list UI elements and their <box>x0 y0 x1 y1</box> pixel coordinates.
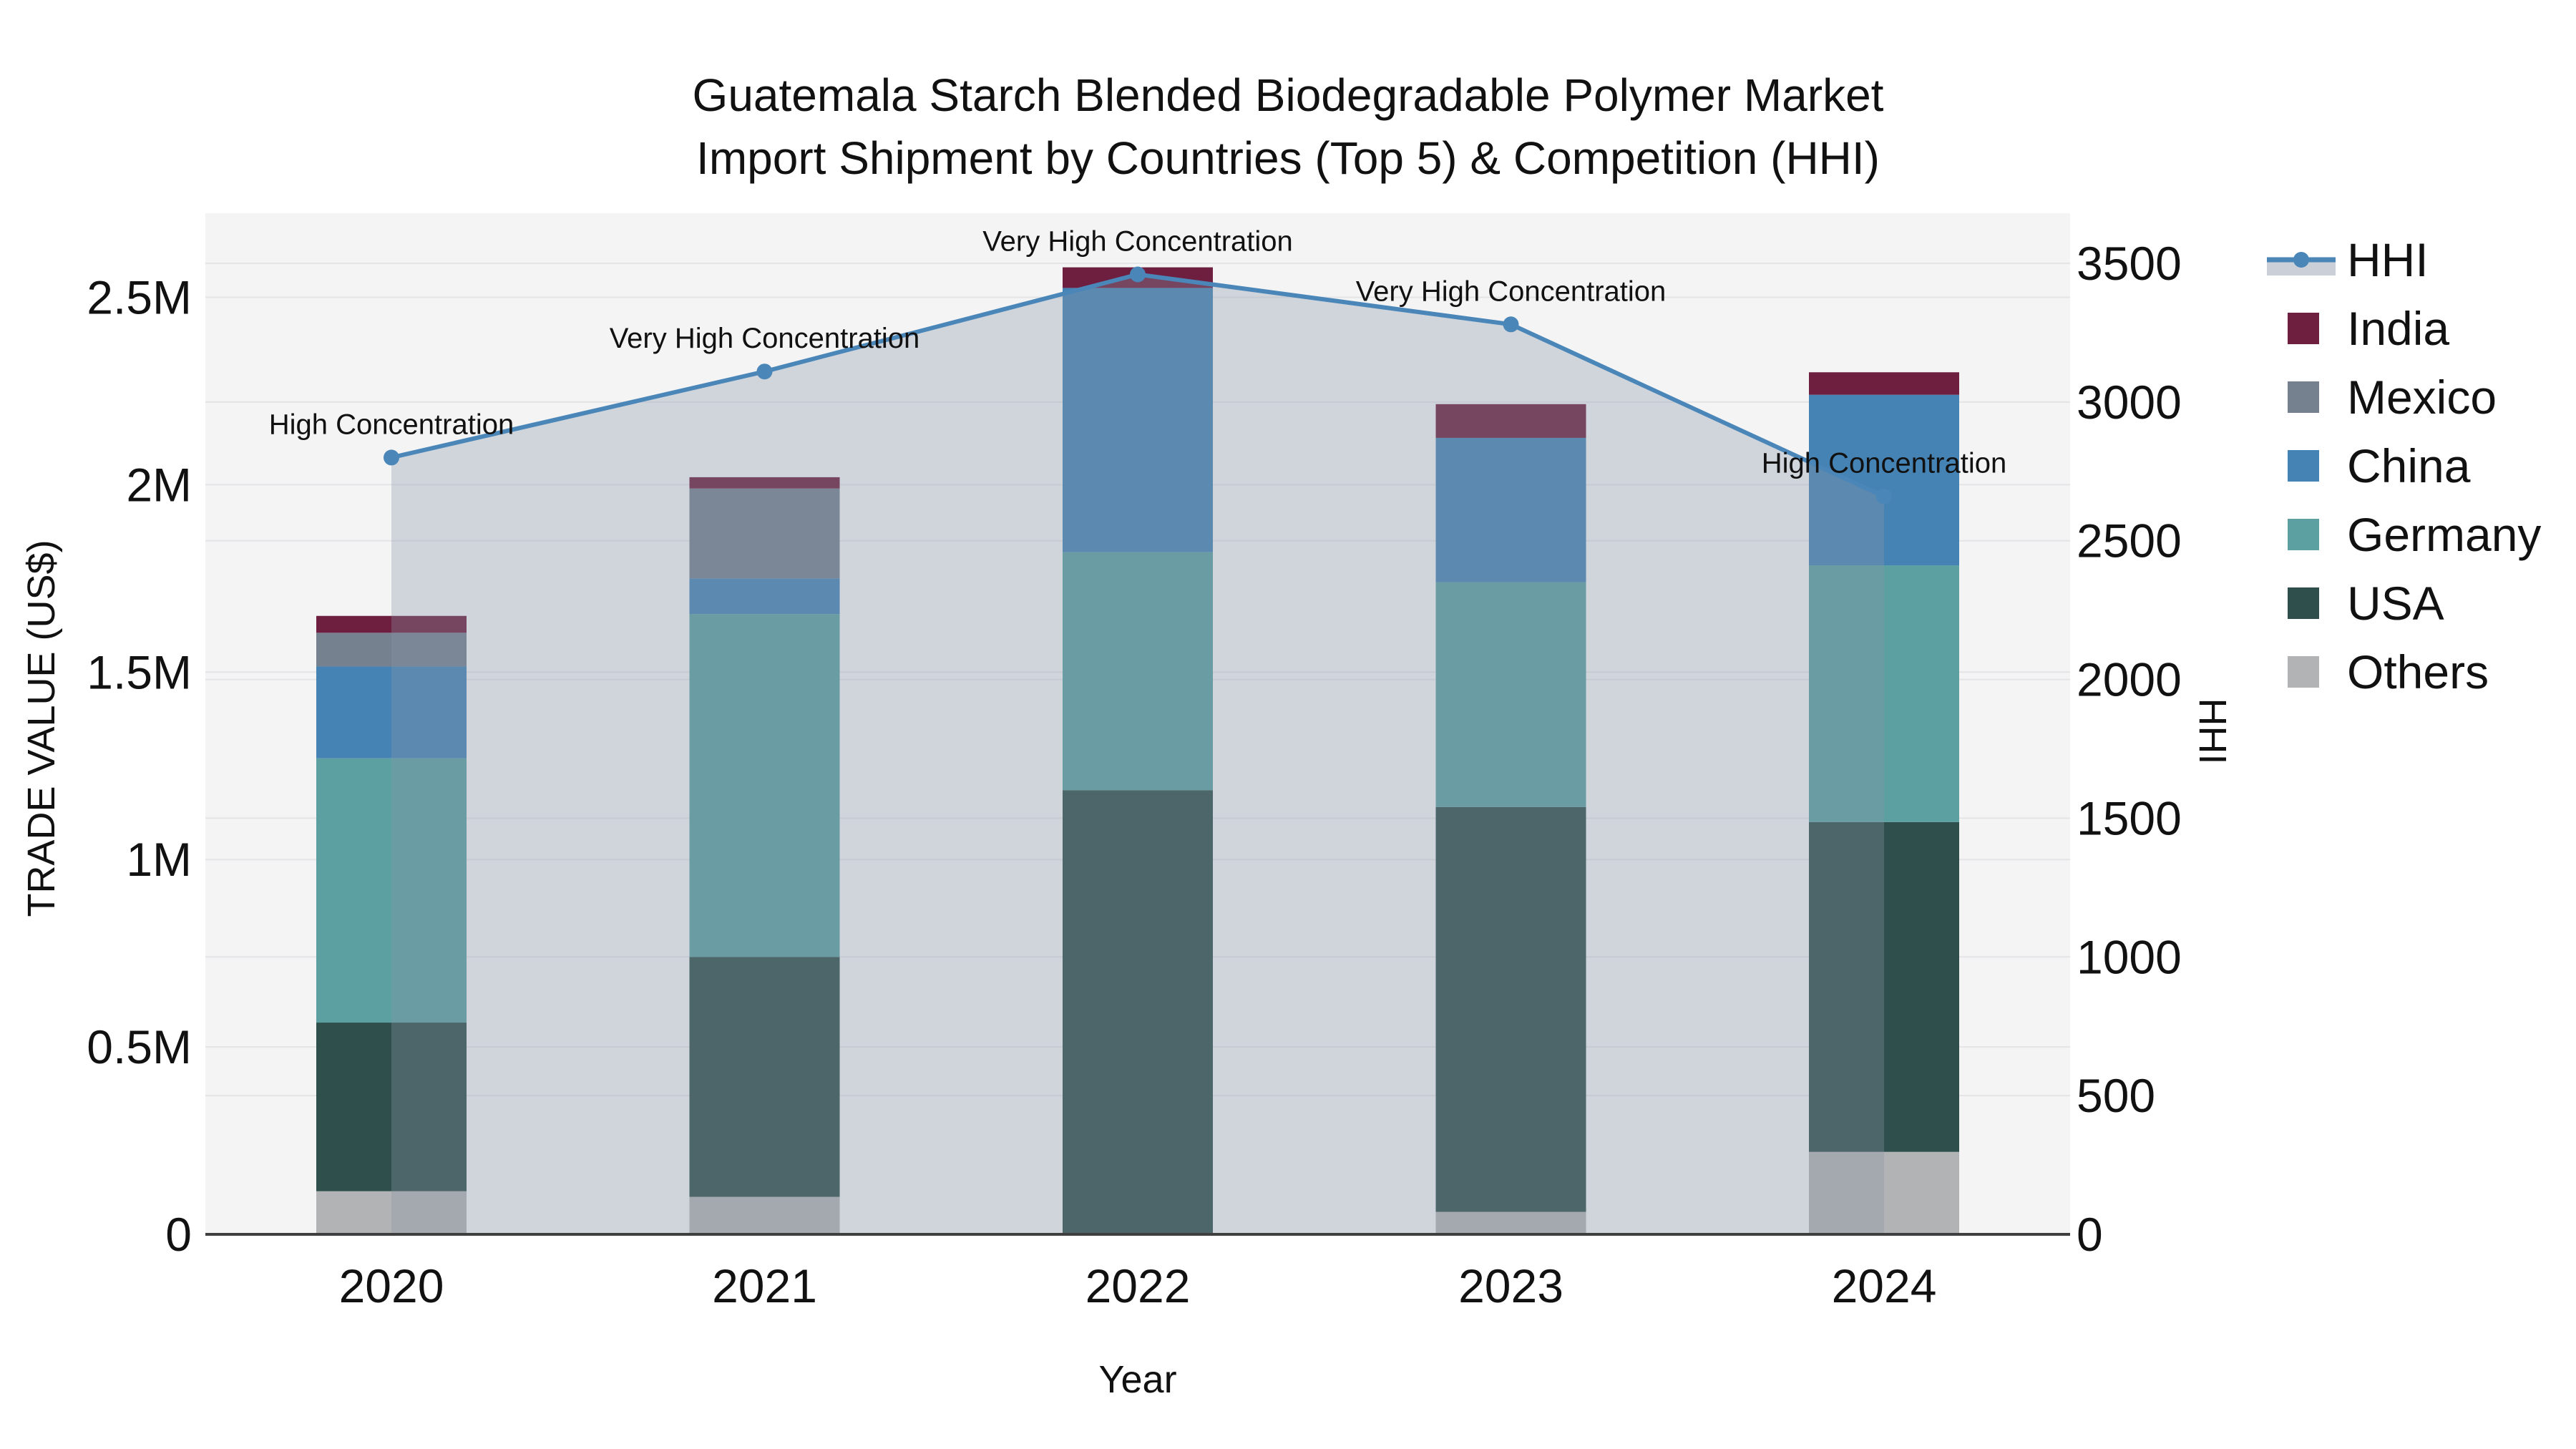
y-right-tick-label: 3000 <box>2077 376 2182 429</box>
bar-segment-2020-mexico <box>316 633 467 667</box>
bar-segment-2023-china <box>1435 437 1586 582</box>
hhi-marker-2024 <box>1876 488 1892 504</box>
bar-segment-2020-germany <box>316 758 467 1023</box>
y-right-axis-title: HHI <box>2191 698 2234 765</box>
bar-segment-2020-china <box>316 666 467 758</box>
hhi-marker-2021 <box>756 364 773 380</box>
legend-item-china: China <box>2288 439 2471 492</box>
y-left-tick-label: 1.5M <box>87 645 192 698</box>
bar-segment-2021-china <box>689 578 840 615</box>
x-axis-title: Year <box>1098 1358 1176 1401</box>
bar-segment-2024-india <box>1809 372 1959 395</box>
y-left-axis-title: TRADE VALUE (US$) <box>20 540 63 917</box>
hhi-marker-2020 <box>384 449 399 466</box>
legend-swatch-others <box>2288 656 2319 688</box>
hhi-annotation-2024: High Concentration <box>1762 448 2006 479</box>
y-right-tick-label: 2000 <box>2077 653 2182 706</box>
chart-title-line1: Guatemala Starch Blended Biodegradable P… <box>693 69 1884 121</box>
hhi-marker-2022 <box>1130 266 1146 283</box>
tick-labels-layer: 0 0.5M 1M 1.5M 2M 2.5M 0 500 1000 1500 2000 2500 300… <box>87 237 2182 1312</box>
legend-swatch-india <box>2288 313 2319 344</box>
hhi-annotation-2022: Very High Concentration <box>982 226 1293 258</box>
bar-segment-2024-china <box>1809 394 1959 566</box>
legend-item-usa: USA <box>2288 577 2444 630</box>
legend-item-hhi: HHI <box>2267 233 2429 286</box>
bar-segment-2021-mexico <box>689 488 840 579</box>
y-left-tick-label: 2M <box>126 458 192 511</box>
x-tick-label: 2022 <box>1085 1259 1191 1312</box>
legend-item-germany: Germany <box>2288 508 2541 561</box>
bar-segment-2022-germany <box>1063 552 1213 791</box>
legend-label-china: China <box>2347 439 2471 492</box>
x-tick-label: 2020 <box>339 1259 444 1312</box>
hhi-annotation-2021: Very High Concentration <box>610 323 920 354</box>
chart-title-line2: Import Shipment by Countries (Top 5) & C… <box>696 132 1880 184</box>
y-right-tick-label: 1000 <box>2077 930 2182 983</box>
hhi-area-fill <box>391 274 1884 1234</box>
hhi-annotation-2023: Very High Concentration <box>1356 275 1667 307</box>
bar-segment-2023-others <box>1435 1211 1586 1234</box>
y-right-tick-label: 500 <box>2077 1069 2155 1122</box>
bar-segment-2023-usa <box>1435 806 1586 1212</box>
bar-segment-2023-india <box>1435 404 1586 438</box>
legend-label-germany: Germany <box>2347 508 2541 561</box>
hhi-annotation-2020: High Concentration <box>269 409 514 440</box>
bar-segment-2020-usa <box>316 1023 467 1191</box>
hhi-line-layer <box>384 266 1892 504</box>
y-left-tick-label: 0.5M <box>87 1020 192 1073</box>
bar-segment-2020-india <box>316 615 467 633</box>
legend-label-others: Others <box>2347 645 2489 698</box>
bar-segment-2021-india <box>689 477 840 489</box>
bar-segment-2024-usa <box>1809 821 1959 1152</box>
bar-segment-2022-china <box>1063 288 1213 552</box>
bar-segment-2023-germany <box>1435 582 1586 807</box>
bar-segment-2021-germany <box>689 614 840 957</box>
hhi-marker-2023 <box>1503 316 1519 333</box>
legend-label-india: India <box>2347 302 2449 355</box>
y-left-tick-label: 0 <box>165 1208 192 1261</box>
y-right-tick-label: 0 <box>2077 1208 2103 1261</box>
legend-item-mexico: Mexico <box>2288 371 2497 424</box>
y-left-tick-label: 2.5M <box>87 271 192 324</box>
bar-segment-2020-others <box>316 1191 467 1234</box>
legend-hhi-marker-sample <box>2293 252 2309 268</box>
stacked-bars-layer <box>316 267 1959 1234</box>
y-right-tick-label: 2500 <box>2077 514 2182 567</box>
annotations-layer: High Concentration Very High Concentratio… <box>269 226 2006 479</box>
bar-segment-2024-others <box>1809 1151 1959 1234</box>
y-right-tick-label: 3500 <box>2077 237 2182 290</box>
legend-swatch-germany <box>2288 519 2319 550</box>
y-right-tick-label: 1500 <box>2077 791 2182 844</box>
bar-segment-2022-usa <box>1063 790 1213 1234</box>
hhi-area-layer <box>391 274 1884 1234</box>
legend-swatch-usa <box>2288 587 2319 619</box>
x-tick-label: 2021 <box>712 1259 817 1312</box>
bar-segment-2021-usa <box>689 957 840 1197</box>
legend-label-mexico: Mexico <box>2347 371 2497 424</box>
legend-label-hhi: HHI <box>2347 233 2429 286</box>
y-left-tick-label: 1M <box>126 833 192 886</box>
x-tick-label: 2023 <box>1458 1259 1563 1312</box>
legend-swatch-china <box>2288 450 2319 482</box>
x-tick-label: 2024 <box>1832 1259 1937 1312</box>
bar-segment-2021-others <box>689 1196 840 1234</box>
legend-swatch-mexico <box>2288 381 2319 413</box>
legend: HHI India Mexico China Germany USA Others <box>2267 233 2541 698</box>
legend-item-others: Others <box>2288 645 2489 698</box>
legend-item-india: India <box>2288 302 2449 355</box>
bar-segment-2024-germany <box>1809 565 1959 822</box>
legend-label-usa: USA <box>2347 577 2444 630</box>
